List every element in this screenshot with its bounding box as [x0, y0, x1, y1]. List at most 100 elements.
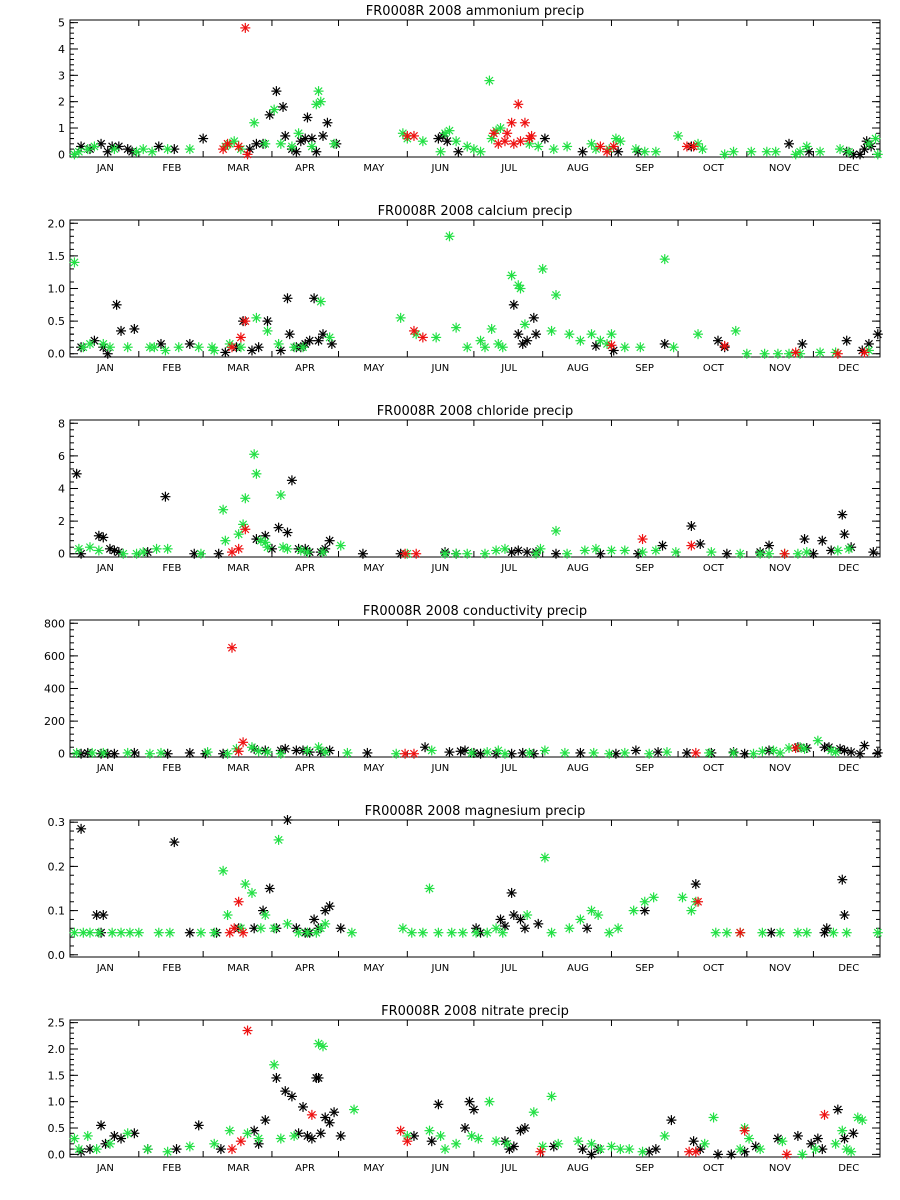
data-point — [471, 927, 482, 938]
data-point — [293, 927, 304, 938]
data-point — [577, 1144, 588, 1155]
data-point — [575, 747, 586, 758]
data-point — [444, 125, 455, 136]
data-point — [184, 338, 195, 349]
data-point — [289, 342, 300, 353]
data-point — [116, 325, 127, 336]
data-point — [506, 887, 517, 898]
chart-title: FR0008R 2008 chloride precip — [377, 404, 574, 419]
data-point — [502, 1138, 513, 1149]
x-tick-label: NOV — [769, 363, 791, 374]
x-tick-label: SEP — [635, 363, 654, 374]
data-point — [169, 837, 180, 848]
data-point — [317, 130, 328, 141]
data-point — [184, 144, 195, 155]
data-point — [755, 1144, 766, 1155]
x-tick-label: APR — [295, 963, 315, 974]
data-point — [792, 548, 803, 559]
data-point — [606, 1141, 617, 1152]
data-point — [841, 927, 852, 938]
data-point — [324, 901, 335, 912]
data-point — [215, 1144, 226, 1155]
data-point — [69, 1133, 80, 1144]
data-point — [519, 117, 530, 128]
y-tick-label: 0.0 — [48, 348, 66, 361]
x-tick-label: OCT — [703, 763, 725, 774]
data-point — [324, 332, 335, 343]
data-point — [648, 892, 659, 903]
data-point — [213, 548, 224, 559]
x-tick-label: APR — [295, 363, 315, 374]
data-point — [777, 1136, 788, 1147]
data-point — [233, 543, 244, 554]
data-point — [82, 1130, 93, 1141]
data-point — [435, 1130, 446, 1141]
data-point — [522, 910, 533, 921]
data-point — [113, 141, 124, 152]
x-tick-label: JUN — [431, 163, 450, 174]
data-point — [222, 138, 233, 149]
data-point — [220, 347, 231, 358]
data-point — [233, 141, 244, 152]
data-point — [255, 923, 266, 934]
data-point — [317, 329, 328, 340]
x-tick-label: JUL — [500, 763, 517, 774]
data-point — [131, 548, 142, 559]
data-point — [859, 740, 870, 751]
y-tick-label: 200 — [44, 715, 65, 728]
data-point — [73, 543, 84, 554]
data-point — [218, 504, 229, 515]
x-tick-label: DEC — [838, 963, 859, 974]
data-point — [238, 927, 249, 938]
chart-panel-1: FR0008R 2008 ammonium precip 0 1 2 3 4 5 JAN FEB… — [58, 4, 883, 174]
data-point — [533, 918, 544, 929]
data-point — [735, 548, 746, 559]
data-point — [408, 130, 419, 141]
data-point — [535, 543, 546, 554]
data-point — [812, 735, 823, 746]
data-point — [615, 136, 626, 147]
data-point — [475, 335, 486, 346]
x-tick-label: SEP — [635, 163, 654, 174]
data-point — [282, 815, 293, 825]
x-tick-label: DEC — [838, 563, 859, 574]
data-point — [91, 910, 102, 921]
data-point — [797, 1149, 808, 1160]
data-point — [124, 927, 135, 938]
data-point — [837, 509, 848, 520]
data-point — [171, 1144, 182, 1155]
chart-panel-2: FR0008R 2008 calcium precip 0.0 0.5 1.0 1.5 2… — [48, 204, 883, 374]
data-point — [457, 927, 468, 938]
data-point — [71, 468, 82, 479]
y-tick-label: 0.1 — [48, 905, 66, 918]
data-point — [475, 748, 486, 759]
data-point — [408, 325, 419, 336]
data-point — [451, 548, 462, 559]
data-point — [349, 1104, 360, 1115]
data-point — [606, 545, 617, 556]
data-point — [273, 522, 284, 533]
x-tick-label: JUN — [431, 763, 450, 774]
y-tick-label: 1 — [58, 122, 65, 135]
data-point — [275, 490, 286, 501]
data-point — [238, 737, 249, 748]
x-tick-label: FEB — [162, 163, 181, 174]
data-point — [444, 747, 455, 758]
y-tick-label: 0.2 — [48, 860, 66, 873]
data-point — [111, 299, 122, 310]
data-point — [98, 532, 109, 543]
data-point — [688, 1136, 699, 1147]
data-point — [240, 22, 251, 33]
data-point — [562, 548, 573, 559]
x-tick-label: MAY — [363, 563, 385, 574]
data-point — [184, 927, 195, 938]
data-point — [302, 1130, 313, 1141]
data-point — [535, 1146, 546, 1157]
data-point — [681, 747, 692, 758]
data-point — [440, 1144, 451, 1155]
data-point — [633, 548, 644, 559]
data-point — [528, 312, 539, 323]
data-point — [595, 141, 606, 152]
data-point — [766, 927, 777, 938]
data-point — [408, 748, 419, 759]
